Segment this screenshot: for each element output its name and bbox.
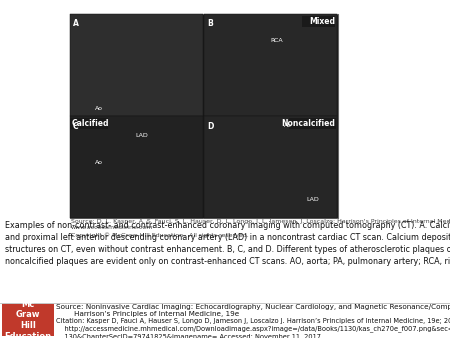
Text: Ao: Ao — [94, 106, 103, 111]
Text: Examples of non-contrast- and contrast-enhanced coronary imaging with computed t: Examples of non-contrast- and contrast-e… — [5, 221, 450, 266]
Text: PA: PA — [58, 75, 66, 80]
Text: Ao: Ao — [284, 123, 292, 127]
FancyBboxPatch shape — [289, 118, 336, 129]
Text: A: A — [73, 19, 79, 28]
Text: Citation: Kasper D, Fauci A, Hauser S, Longo D, Jameson J, Loscalzo J. Harrison’: Citation: Kasper D, Fauci A, Hauser S, L… — [56, 318, 450, 338]
Text: Mixed: Mixed — [309, 17, 335, 26]
FancyBboxPatch shape — [203, 116, 337, 218]
FancyBboxPatch shape — [203, 14, 337, 116]
Text: LAD: LAD — [306, 197, 319, 202]
Text: Noncalcified: Noncalcified — [281, 119, 335, 128]
FancyBboxPatch shape — [70, 14, 338, 218]
Text: C: C — [73, 122, 79, 130]
Text: LAD: LAD — [135, 133, 148, 138]
Text: Source: D. L. Kasper, A. S. Fauci, S. L. Hauser, D. L. Longo, J. L. Jameson, J. : Source: D. L. Kasper, A. S. Fauci, S. L.… — [71, 219, 450, 238]
Text: RCA: RCA — [270, 38, 283, 43]
FancyBboxPatch shape — [70, 118, 108, 129]
FancyBboxPatch shape — [302, 16, 335, 27]
Text: B: B — [207, 19, 212, 28]
FancyBboxPatch shape — [2, 304, 54, 336]
Text: Calcified: Calcified — [72, 119, 109, 128]
Text: Ao: Ao — [94, 160, 103, 165]
FancyBboxPatch shape — [70, 116, 203, 218]
FancyBboxPatch shape — [70, 14, 203, 116]
Text: Mc
Graw
Hill
Education: Mc Graw Hill Education — [4, 299, 52, 338]
Text: D: D — [207, 122, 213, 130]
Text: Source: Noninvasive Cardiac Imaging: Echocardiography, Nuclear Cardiology, and M: Source: Noninvasive Cardiac Imaging: Ech… — [56, 304, 450, 317]
